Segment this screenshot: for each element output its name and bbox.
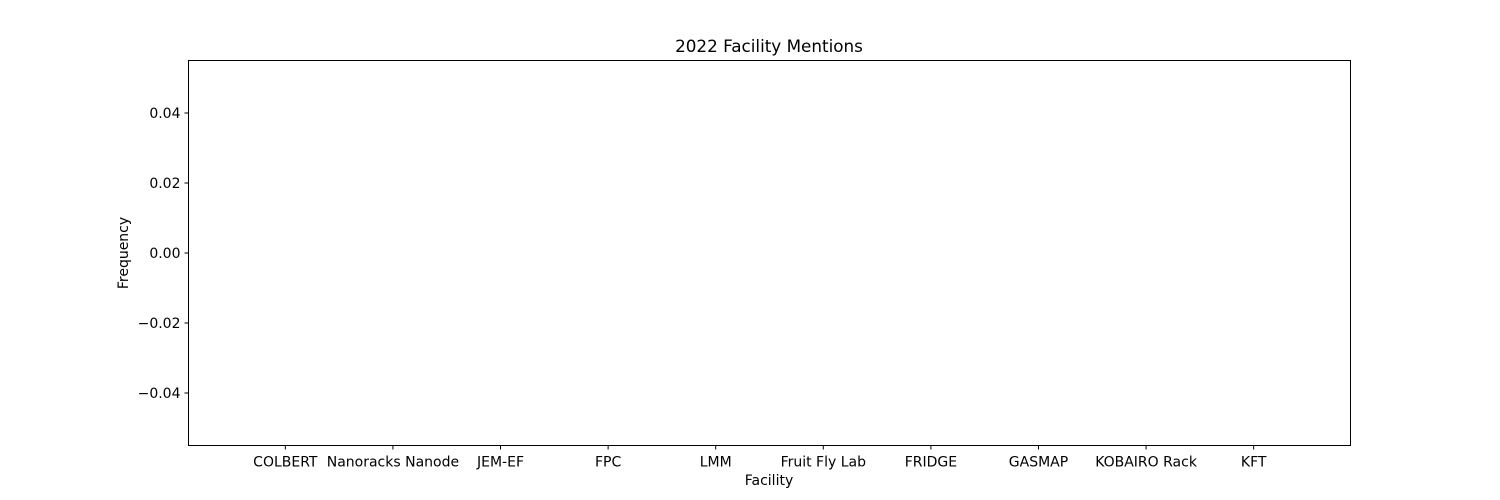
x-axis: COLBERT Nanoracks Nanode JEM-EF FPC LMM Fruit… bbox=[253, 445, 1267, 471]
y-axis-label: Frequency bbox=[116, 217, 132, 289]
x-tick-label: GASMAP bbox=[1009, 455, 1068, 471]
y-tick-label: −0.04 bbox=[138, 386, 181, 402]
x-tick-label: LMM bbox=[700, 455, 732, 471]
x-axis-label: Facility bbox=[745, 473, 794, 489]
y-tick-label: 0.00 bbox=[149, 246, 180, 262]
x-tick-label: FRIDGE bbox=[905, 455, 957, 471]
x-tick-label: KOBAIRO Rack bbox=[1095, 455, 1198, 471]
x-tick-label: COLBERT bbox=[253, 455, 318, 471]
chart-title: 2022 Facility Mentions bbox=[675, 36, 863, 56]
x-tick-label: JEM-EF bbox=[476, 455, 524, 471]
x-tick-label: KFT bbox=[1241, 455, 1267, 471]
y-tick-label: −0.02 bbox=[138, 316, 181, 332]
x-tick-label: Nanoracks Nanode bbox=[327, 455, 459, 471]
x-tick-label: FPC bbox=[595, 455, 621, 471]
x-tick-label: Fruit Fly Lab bbox=[781, 455, 867, 471]
y-axis: −0.04 −0.02 0.00 0.02 0.04 bbox=[138, 106, 189, 402]
y-tick-label: 0.02 bbox=[149, 176, 180, 192]
y-tick-label: 0.04 bbox=[149, 106, 180, 122]
